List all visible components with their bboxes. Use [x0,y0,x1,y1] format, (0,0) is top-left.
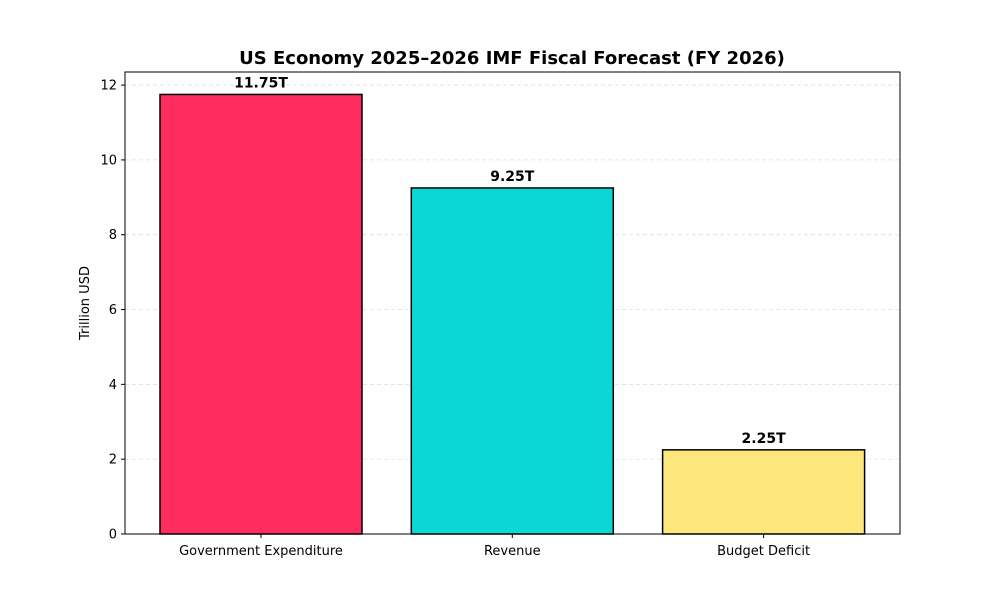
bar [159,93,363,535]
bars: 11.75T 9.25T 2.25T [159,75,866,535]
y-tick-label: 0 [109,528,117,543]
y-tick-label: 12 [100,79,117,94]
data-label: 2.25T [742,431,787,447]
y-axis-label: Trillion USD [78,266,93,341]
x-axis: Government Expenditure Revenue Budget Defi… [179,534,810,559]
x-tick-label: Budget Deficit [717,544,810,559]
chart-title: US Economy 2025–2026 IMF Fiscal Forecast… [239,48,785,69]
data-label: 9.25T [490,169,535,185]
y-axis: 0 2 4 6 8 10 12 [100,79,125,543]
data-label: 11.75T [234,75,288,91]
y-tick-label: 4 [109,378,117,393]
y-tick-label: 8 [109,228,117,243]
bar [410,187,615,535]
bar [661,449,866,535]
x-tick-label: Revenue [484,544,541,559]
y-tick-label: 2 [109,453,117,468]
y-tick-label: 10 [100,153,117,168]
y-tick-label: 6 [109,303,117,318]
x-tick-label: Government Expenditure [179,544,343,559]
